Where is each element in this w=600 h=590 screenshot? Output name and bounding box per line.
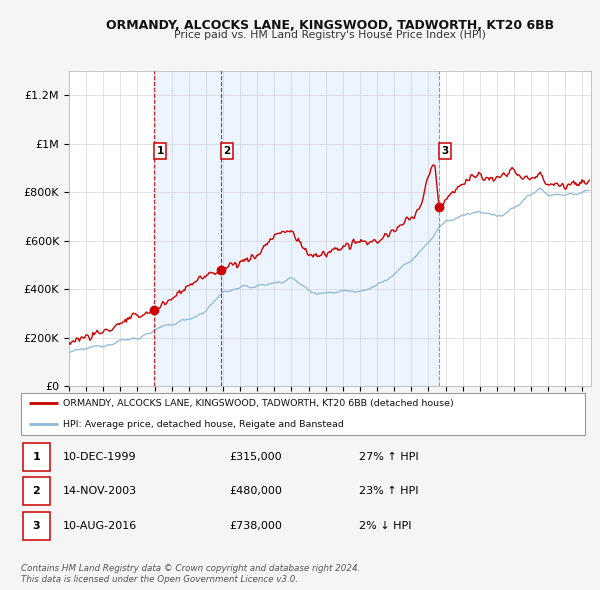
Text: 10-AUG-2016: 10-AUG-2016 — [64, 521, 137, 530]
Text: 2% ↓ HPI: 2% ↓ HPI — [359, 521, 412, 530]
Bar — [154, 71, 221, 386]
Text: 14-NOV-2003: 14-NOV-2003 — [64, 487, 137, 496]
Text: Contains HM Land Registry data © Crown copyright and database right 2024.: Contains HM Land Registry data © Crown c… — [21, 565, 361, 573]
Text: 1: 1 — [157, 146, 164, 156]
FancyBboxPatch shape — [23, 512, 50, 540]
Text: ORMANDY, ALCOCKS LANE, KINGSWOOD, TADWORTH, KT20 6BB: ORMANDY, ALCOCKS LANE, KINGSWOOD, TADWOR… — [106, 19, 554, 32]
Text: £315,000: £315,000 — [230, 453, 283, 462]
FancyBboxPatch shape — [21, 393, 585, 435]
FancyBboxPatch shape — [23, 443, 50, 471]
FancyBboxPatch shape — [23, 477, 50, 506]
Text: Price paid vs. HM Land Registry's House Price Index (HPI): Price paid vs. HM Land Registry's House … — [174, 30, 486, 40]
Bar — [221, 71, 439, 386]
Text: £738,000: £738,000 — [230, 521, 283, 530]
Text: 27% ↑ HPI: 27% ↑ HPI — [359, 453, 419, 462]
Text: 2: 2 — [223, 146, 230, 156]
Text: This data is licensed under the Open Government Licence v3.0.: This data is licensed under the Open Gov… — [21, 575, 298, 584]
Text: HPI: Average price, detached house, Reigate and Banstead: HPI: Average price, detached house, Reig… — [64, 420, 344, 429]
Text: £480,000: £480,000 — [230, 487, 283, 496]
Text: 3: 3 — [32, 521, 40, 530]
Text: 3: 3 — [442, 146, 449, 156]
Text: ORMANDY, ALCOCKS LANE, KINGSWOOD, TADWORTH, KT20 6BB (detached house): ORMANDY, ALCOCKS LANE, KINGSWOOD, TADWOR… — [64, 399, 454, 408]
Text: 1: 1 — [32, 453, 40, 462]
Text: 10-DEC-1999: 10-DEC-1999 — [64, 453, 137, 462]
Text: 2: 2 — [32, 487, 40, 496]
Text: 23% ↑ HPI: 23% ↑ HPI — [359, 487, 419, 496]
